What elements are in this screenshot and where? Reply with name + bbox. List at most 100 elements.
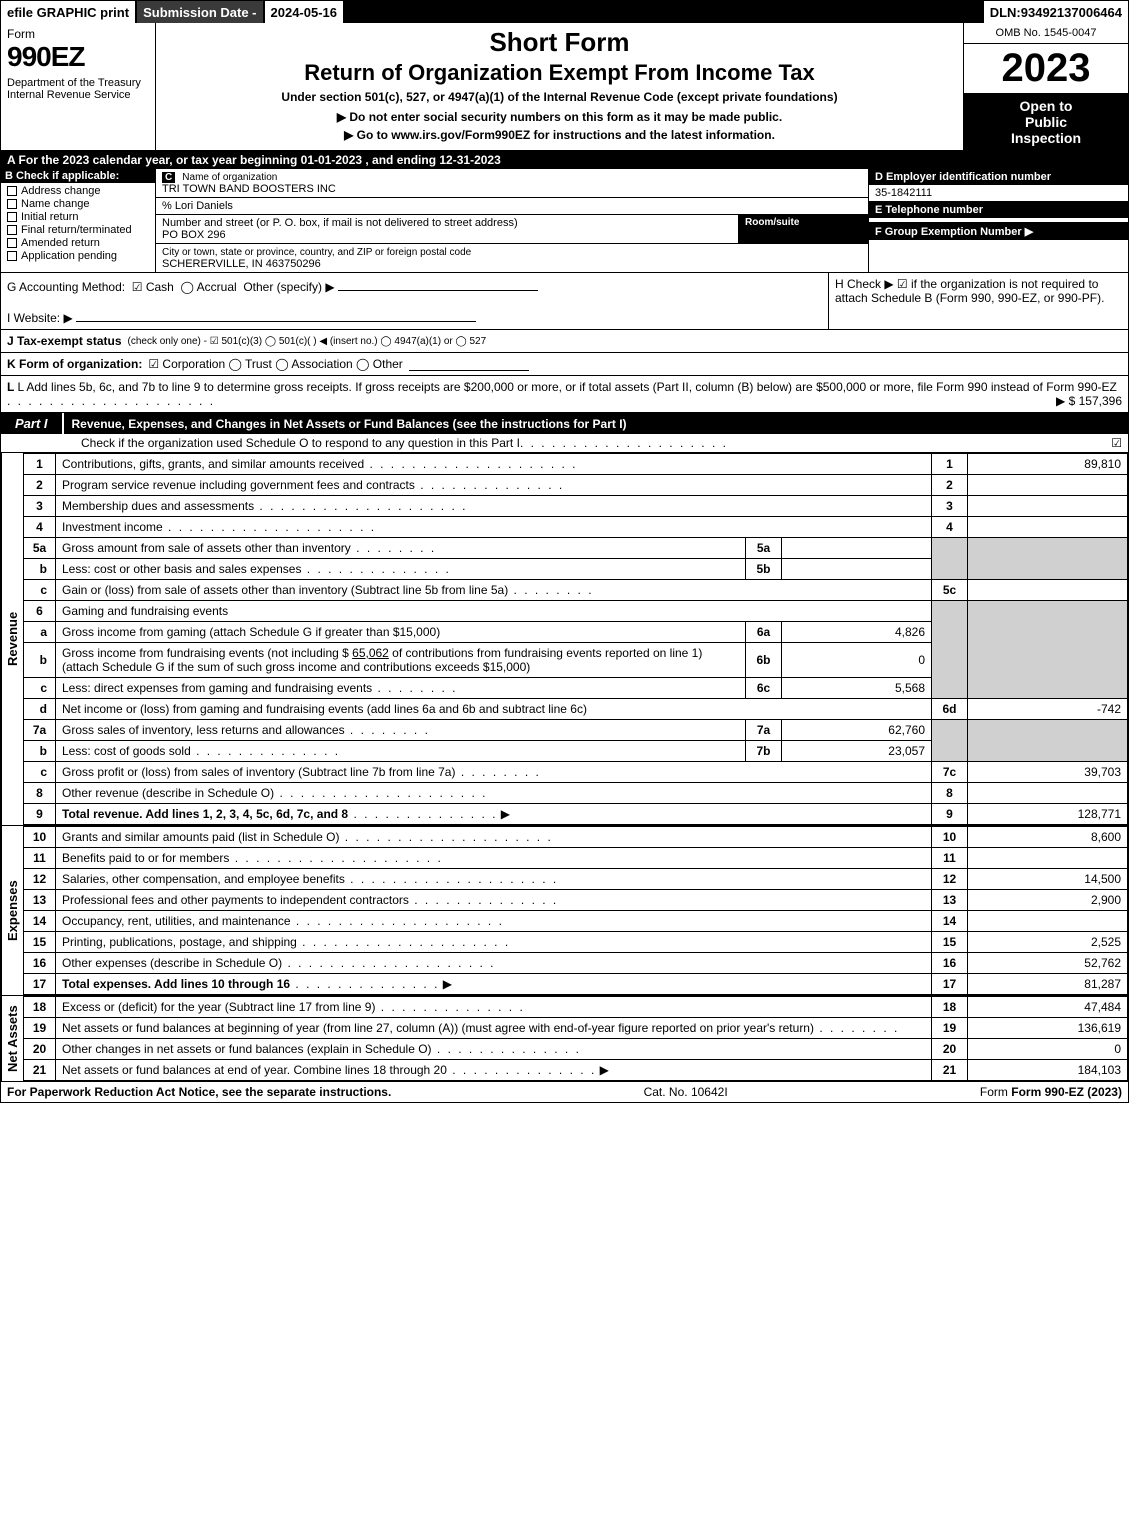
city-row: City or town, state or province, country… bbox=[156, 244, 868, 272]
line-k-text: ☑ Corporation ◯ Trust ◯ Association ◯ Ot… bbox=[148, 357, 402, 371]
net-assets-vlabel: Net Assets bbox=[1, 996, 23, 1081]
line-2: 2 Program service revenue including gove… bbox=[24, 475, 1128, 496]
part1-schedule-o-check[interactable]: ☑ bbox=[1111, 436, 1122, 450]
revenue-section: Revenue 1 Contributions, gifts, grants, … bbox=[1, 453, 1128, 825]
city-label: City or town, state or province, country… bbox=[162, 247, 471, 258]
line-20: 20 Other changes in net assets or fund b… bbox=[24, 1039, 1128, 1060]
line-l-amount: ▶ $ 157,396 bbox=[1056, 394, 1122, 408]
header-right: OMB No. 1545-0047 2023 Open to Public In… bbox=[963, 23, 1128, 150]
chk-address-change[interactable]: Address change bbox=[7, 185, 149, 197]
chk-amended-return[interactable]: Amended return bbox=[7, 237, 149, 249]
line-21: 21 Net assets or fund balances at end of… bbox=[24, 1060, 1128, 1081]
part1-title: Revenue, Expenses, and Changes in Net As… bbox=[64, 414, 1128, 434]
section-b-header: B Check if applicable: bbox=[1, 169, 155, 183]
org-name-row: C Name of organization TRI TOWN BAND BOO… bbox=[156, 169, 868, 198]
header: Form 990EZ Department of the Treasury In… bbox=[1, 23, 1128, 151]
form-number: 990EZ bbox=[7, 41, 149, 73]
department: Department of the Treasury Internal Reve… bbox=[7, 77, 149, 101]
line-7c: c Gross profit or (loss) from sales of i… bbox=[24, 762, 1128, 783]
label-c-text: Name of organization bbox=[182, 172, 277, 183]
line-5a: 5a Gross amount from sale of assets othe… bbox=[24, 538, 1128, 559]
chk-initial-return[interactable]: Initial return bbox=[7, 211, 149, 223]
inspect-2: Public bbox=[970, 114, 1122, 130]
expenses-vlabel: Expenses bbox=[1, 826, 23, 995]
label-i: I Website: ▶ bbox=[7, 311, 73, 325]
line-k: K Form of organization: ☑ Corporation ◯ … bbox=[1, 353, 1128, 376]
line-5c: c Gain or (loss) from sale of assets oth… bbox=[24, 580, 1128, 601]
label-d: D Employer identification number bbox=[869, 169, 1128, 185]
g-other[interactable]: Other (specify) ▶ bbox=[243, 280, 334, 294]
line-14: 14 Occupancy, rent, utilities, and maint… bbox=[24, 911, 1128, 932]
part1-header: Part I Revenue, Expenses, and Changes in… bbox=[1, 413, 1128, 434]
line-j: J Tax-exempt status (check only one) - ☑… bbox=[1, 330, 1128, 353]
chk-name-change[interactable]: Name change bbox=[7, 198, 149, 210]
line-9: 9 Total revenue. Add lines 1, 2, 3, 4, 5… bbox=[24, 804, 1128, 825]
chk-application-pending[interactable]: Application pending bbox=[7, 250, 149, 262]
address-label: Number and street (or P. O. box, if mail… bbox=[162, 217, 518, 229]
line-8: 8 Other revenue (describe in Schedule O)… bbox=[24, 783, 1128, 804]
org-name: TRI TOWN BAND BOOSTERS INC bbox=[162, 183, 336, 195]
footer-center: Cat. No. 10642I bbox=[644, 1085, 728, 1099]
net-assets-section: Net Assets 18 Excess or (deficit) for th… bbox=[1, 995, 1128, 1081]
label-j: J Tax-exempt status bbox=[7, 334, 122, 348]
label-g: G Accounting Method: bbox=[7, 280, 125, 294]
subtitle-code: Under section 501(c), 527, or 4947(a)(1)… bbox=[164, 90, 955, 104]
revenue-table: 1 Contributions, gifts, grants, and simi… bbox=[23, 453, 1128, 825]
header-left: Form 990EZ Department of the Treasury In… bbox=[1, 23, 156, 150]
footer: For Paperwork Reduction Act Notice, see … bbox=[1, 1081, 1128, 1102]
line-a: A For the 2023 calendar year, or tax yea… bbox=[1, 151, 1128, 169]
g-other-field[interactable] bbox=[338, 277, 538, 291]
line-13: 13 Professional fees and other payments … bbox=[24, 890, 1128, 911]
label-e: E Telephone number bbox=[869, 202, 1128, 218]
part1-tab: Part I bbox=[1, 413, 64, 434]
dln: DLN: 93492137006464 bbox=[984, 1, 1128, 23]
address-value: PO BOX 296 bbox=[162, 229, 226, 241]
subtitle-link[interactable]: ▶ Go to www.irs.gov/Form990EZ for instru… bbox=[164, 128, 955, 142]
k-other-field[interactable] bbox=[409, 357, 529, 371]
net-assets-table: 18 Excess or (deficit) for the year (Sub… bbox=[23, 996, 1128, 1081]
revenue-vlabel: Revenue bbox=[1, 453, 23, 825]
line-18: 18 Excess or (deficit) for the year (Sub… bbox=[24, 997, 1128, 1018]
line-19: 19 Net assets or fund balances at beginn… bbox=[24, 1018, 1128, 1039]
g-cash[interactable]: Cash bbox=[146, 280, 174, 294]
submission-date-value: 2024-05-16 bbox=[265, 1, 346, 23]
ein-value: 35-1842111 bbox=[869, 185, 1128, 202]
line-6d: d Net income or (loss) from gaming and f… bbox=[24, 699, 1128, 720]
footer-right: Form Form 990-EZ (2023) bbox=[980, 1085, 1122, 1099]
line-15: 15 Printing, publications, postage, and … bbox=[24, 932, 1128, 953]
line-3: 3 Membership dues and assessments 3 bbox=[24, 496, 1128, 517]
group-exemption-value bbox=[869, 240, 1128, 244]
room-suite-label: Room/suite bbox=[738, 215, 868, 244]
title-return: Return of Organization Exempt From Incom… bbox=[164, 60, 955, 86]
label-f: F Group Exemption Number ▶ bbox=[869, 223, 1128, 240]
g-accrual[interactable]: Accrual bbox=[197, 280, 237, 294]
topbar-spacer bbox=[345, 1, 984, 23]
part1-sub: Check if the organization used Schedule … bbox=[1, 434, 1128, 453]
line-12: 12 Salaries, other compensation, and emp… bbox=[24, 869, 1128, 890]
submission-date-label: Submission Date - bbox=[137, 1, 264, 23]
line-6: 6 Gaming and fundraising events bbox=[24, 601, 1128, 622]
city-value: SCHERERVILLE, IN 463750296 bbox=[162, 258, 321, 270]
label-k: K Form of organization: bbox=[7, 357, 142, 371]
tax-year: 2023 bbox=[964, 44, 1128, 94]
website-field[interactable] bbox=[76, 308, 476, 322]
inspect-1: Open to bbox=[970, 98, 1122, 114]
expenses-section: Expenses 10 Grants and similar amounts p… bbox=[1, 825, 1128, 995]
section-b: B Check if applicable: Address change Na… bbox=[1, 169, 156, 272]
address-row: Number and street (or P. O. box, if mail… bbox=[156, 215, 868, 244]
omb-number: OMB No. 1545-0047 bbox=[964, 23, 1128, 44]
care-of-row: % Lori Daniels bbox=[156, 198, 868, 215]
label-c: C bbox=[162, 172, 175, 183]
line-16: 16 Other expenses (describe in Schedule … bbox=[24, 953, 1128, 974]
efile-print-label[interactable]: efile GRAPHIC print bbox=[1, 1, 137, 23]
line-17: 17 Total expenses. Add lines 10 through … bbox=[24, 974, 1128, 995]
chk-final-return[interactable]: Final return/terminated bbox=[7, 224, 149, 236]
line-6b-fill: 65,062 bbox=[352, 646, 389, 660]
topbar: efile GRAPHIC print Submission Date - 20… bbox=[1, 1, 1128, 23]
header-center: Short Form Return of Organization Exempt… bbox=[156, 23, 963, 150]
line-j-text: (check only one) - ☑ 501(c)(3) ◯ 501(c)(… bbox=[128, 336, 487, 347]
section-c: C Name of organization TRI TOWN BAND BOO… bbox=[156, 169, 868, 272]
form-word: Form bbox=[7, 27, 149, 41]
part1-sub-text: Check if the organization used Schedule … bbox=[81, 436, 520, 450]
subtitle-ssn: ▶ Do not enter social security numbers o… bbox=[164, 110, 955, 124]
